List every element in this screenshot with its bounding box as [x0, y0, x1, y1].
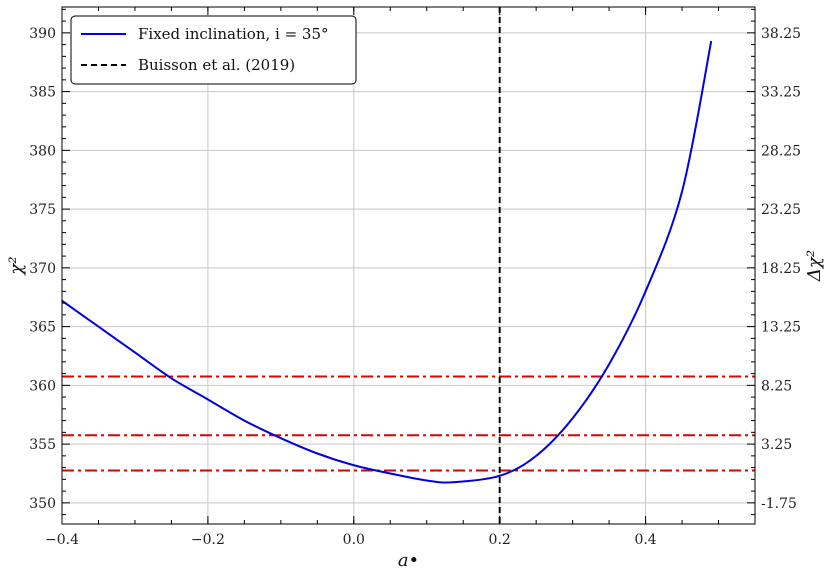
- axis-ticks: [61, 7, 756, 524]
- y2-tick-label: 28.25: [761, 143, 801, 159]
- y-tick-label: 350: [29, 496, 56, 512]
- y2-tick-label: 23.25: [761, 202, 801, 218]
- series-lines: [61, 40, 713, 484]
- legend-label-fixed-inclination: Fixed inclination, i = 35°: [138, 25, 329, 43]
- tick-labels: −0.4 −0.2 0.0 0.2 0.4 350 355 360 365 370 375 380 38…: [29, 26, 801, 548]
- y2-tick-label: -1.75: [761, 496, 797, 512]
- y2-tick-label: 8.25: [761, 378, 792, 394]
- x-tick-label: −0.2: [191, 532, 225, 548]
- x-tick-label: −0.4: [45, 532, 79, 548]
- y-axis-title: χ²: [6, 256, 27, 276]
- threshold-lines: [62, 375, 755, 472]
- x-tick-label: 0.2: [489, 532, 511, 548]
- legend: Fixed inclination, i = 35° Buisson et al…: [70, 15, 357, 85]
- y-tick-label: 360: [29, 378, 56, 394]
- y2-tick-label: 18.25: [761, 261, 801, 277]
- x-tick-label: 0.0: [343, 532, 365, 548]
- y-tick-label: 365: [29, 320, 56, 336]
- series-line-fixed-inclination: [61, 40, 713, 484]
- y-tick-label: 375: [29, 202, 56, 218]
- y2-tick-label: 33.25: [761, 85, 801, 101]
- y-tick-label: 370: [29, 261, 56, 277]
- grid-lines: [61, 7, 755, 524]
- y-tick-label: 355: [29, 437, 56, 453]
- y-tick-label: 390: [29, 26, 56, 42]
- x-axis-title: a•: [398, 550, 419, 571]
- y-tick-label: 385: [29, 85, 56, 101]
- legend-label-buisson: Buisson et al. (2019): [138, 56, 295, 74]
- plot-frame: [61, 6, 756, 525]
- y2-axis-title: Δχ²: [804, 250, 825, 282]
- y2-tick-label: 13.25: [761, 320, 801, 336]
- x-tick-label: 0.4: [634, 532, 656, 548]
- y2-tick-label: 38.25: [761, 26, 801, 42]
- y-tick-label: 380: [29, 143, 56, 159]
- legend-box: [70, 15, 357, 85]
- y2-tick-label: 3.25: [761, 437, 792, 453]
